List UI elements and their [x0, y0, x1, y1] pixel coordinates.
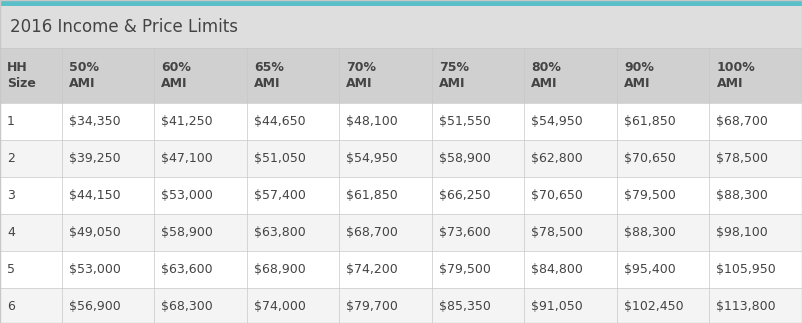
- Text: $63,800: $63,800: [253, 226, 306, 239]
- Text: $70,650: $70,650: [624, 152, 676, 165]
- Text: $49,050: $49,050: [69, 226, 120, 239]
- Text: $74,000: $74,000: [253, 300, 306, 313]
- Text: $62,800: $62,800: [532, 152, 583, 165]
- Text: $54,950: $54,950: [532, 115, 583, 128]
- Text: $68,700: $68,700: [346, 226, 398, 239]
- Text: 80%
AMI: 80% AMI: [532, 61, 561, 90]
- Text: $88,300: $88,300: [624, 226, 676, 239]
- Text: $47,100: $47,100: [161, 152, 213, 165]
- Text: 60%
AMI: 60% AMI: [161, 61, 191, 90]
- Text: $105,950: $105,950: [716, 263, 776, 276]
- Bar: [0, 251, 802, 288]
- Text: $56,900: $56,900: [69, 300, 120, 313]
- Text: 90%
AMI: 90% AMI: [624, 61, 654, 90]
- Text: $51,050: $51,050: [253, 152, 306, 165]
- Text: $95,400: $95,400: [624, 263, 675, 276]
- Text: 3: 3: [7, 189, 15, 202]
- Text: 100%
AMI: 100% AMI: [716, 61, 755, 90]
- Text: 1: 1: [7, 115, 15, 128]
- Text: 2: 2: [7, 152, 15, 165]
- Text: $44,150: $44,150: [69, 189, 120, 202]
- Text: $61,850: $61,850: [346, 189, 398, 202]
- Text: $54,950: $54,950: [346, 152, 398, 165]
- Text: $41,250: $41,250: [161, 115, 213, 128]
- Text: $58,900: $58,900: [161, 226, 213, 239]
- Text: 6: 6: [7, 300, 15, 313]
- Text: $34,350: $34,350: [69, 115, 120, 128]
- Text: $63,600: $63,600: [161, 263, 213, 276]
- Text: $68,900: $68,900: [253, 263, 306, 276]
- Text: $79,700: $79,700: [346, 300, 398, 313]
- Bar: [0, 140, 802, 177]
- Text: $57,400: $57,400: [253, 189, 306, 202]
- Text: $51,550: $51,550: [439, 115, 491, 128]
- Text: $84,800: $84,800: [532, 263, 583, 276]
- Text: 65%
AMI: 65% AMI: [253, 61, 284, 90]
- Text: $79,500: $79,500: [624, 189, 676, 202]
- Text: 70%
AMI: 70% AMI: [346, 61, 376, 90]
- Text: $53,000: $53,000: [161, 189, 213, 202]
- Bar: [0, 48, 802, 103]
- Text: 75%
AMI: 75% AMI: [439, 61, 469, 90]
- Text: $58,900: $58,900: [439, 152, 491, 165]
- Text: $44,650: $44,650: [253, 115, 306, 128]
- Bar: [0, 177, 802, 214]
- Text: $78,500: $78,500: [532, 226, 583, 239]
- Text: $66,250: $66,250: [439, 189, 491, 202]
- Bar: [0, 0, 802, 6]
- Bar: [0, 214, 802, 251]
- Bar: [0, 6, 802, 48]
- Text: $78,500: $78,500: [716, 152, 768, 165]
- Text: $91,050: $91,050: [532, 300, 583, 313]
- Text: $70,650: $70,650: [532, 189, 583, 202]
- Text: $74,200: $74,200: [346, 263, 398, 276]
- Text: 5: 5: [7, 263, 15, 276]
- Text: 50%
AMI: 50% AMI: [69, 61, 99, 90]
- Text: $88,300: $88,300: [716, 189, 768, 202]
- Text: $68,300: $68,300: [161, 300, 213, 313]
- Text: $68,700: $68,700: [716, 115, 768, 128]
- Text: $113,800: $113,800: [716, 300, 776, 313]
- Text: $102,450: $102,450: [624, 300, 683, 313]
- Text: HH
Size: HH Size: [7, 61, 36, 90]
- Text: 4: 4: [7, 226, 15, 239]
- Text: 2016 Income & Price Limits: 2016 Income & Price Limits: [10, 18, 238, 36]
- Text: $61,850: $61,850: [624, 115, 675, 128]
- Bar: [0, 288, 802, 323]
- Bar: [0, 103, 802, 140]
- Text: $39,250: $39,250: [69, 152, 120, 165]
- Text: $53,000: $53,000: [69, 263, 120, 276]
- Text: $98,100: $98,100: [716, 226, 768, 239]
- Text: $73,600: $73,600: [439, 226, 491, 239]
- Text: $79,500: $79,500: [439, 263, 491, 276]
- Text: $85,350: $85,350: [439, 300, 491, 313]
- Text: $48,100: $48,100: [346, 115, 398, 128]
